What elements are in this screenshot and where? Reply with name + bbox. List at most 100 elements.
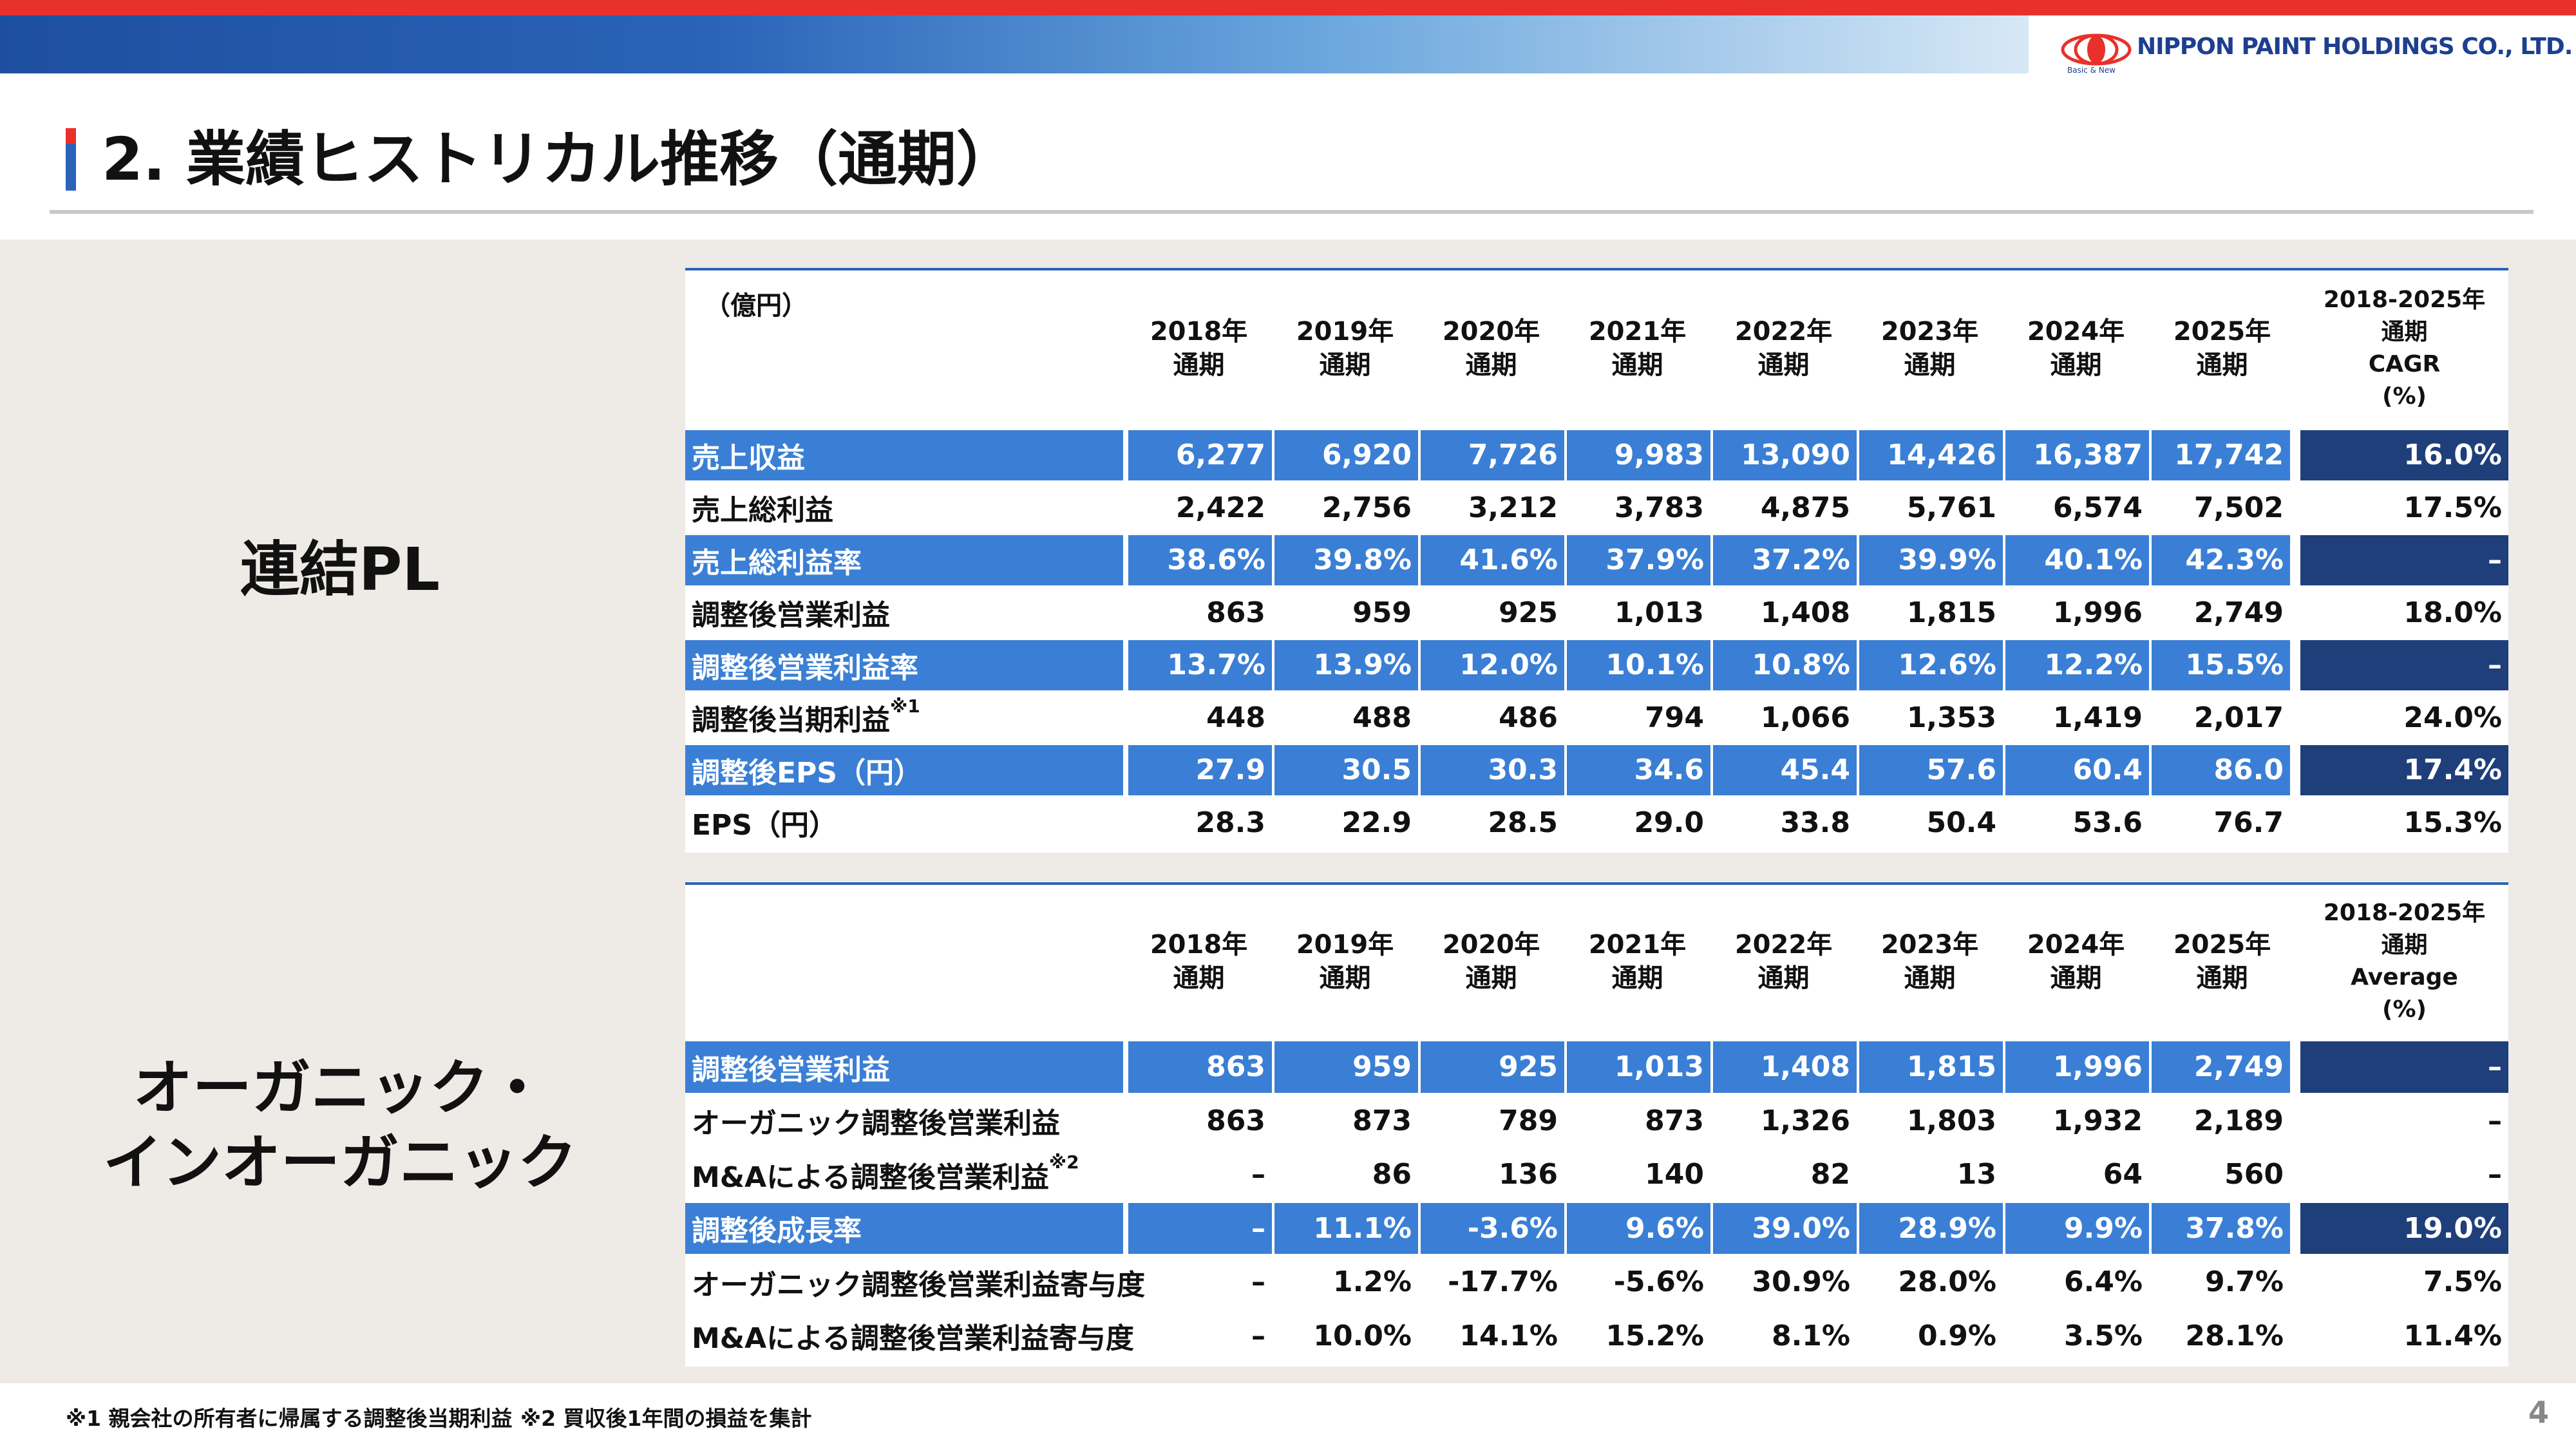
column-header-line: 通期: [2381, 931, 2428, 958]
table-cell: 16,387: [2005, 430, 2149, 480]
table-cell: 486: [1499, 701, 1558, 734]
table-cell: 15.3%: [2403, 806, 2502, 839]
table-cell: –: [2488, 1158, 2502, 1191]
row-label: 売上総利益: [685, 483, 1123, 533]
table-cell: 1,996: [2052, 596, 2143, 629]
table-cell: 560: [2224, 1158, 2284, 1191]
table-cell: 28.9%: [1859, 1202, 2003, 1254]
table-cell: 12.2%: [2005, 640, 2149, 690]
table-cell: 9.9%: [2005, 1202, 2149, 1254]
table-cell: –: [2300, 535, 2508, 585]
row-label: 調整後営業利益率: [685, 640, 1123, 690]
row-label-text: 調整後EPS（円）: [692, 756, 922, 790]
footnote: ※2 買収後1年間の損益を集計: [520, 1406, 812, 1431]
table-cell: 60.4: [2005, 745, 2149, 795]
table-cell: 37.2%: [1713, 535, 1857, 585]
title-rule: [50, 210, 2533, 214]
table-cell: 53.6: [2072, 806, 2143, 839]
table-cell: 14,426: [1859, 430, 2003, 480]
row-label-text: M&Aによる調整後営業利益: [692, 1160, 1049, 1194]
top-blue-band: [0, 15, 2029, 73]
table-cell: –: [1251, 1265, 1265, 1299]
table-cell: 959: [1352, 596, 1412, 629]
table-cell: 925: [1499, 596, 1558, 629]
row-label-text: 調整後成長率: [692, 1215, 862, 1248]
logo: NIPPON PAINT HOLDINGS CO., LTD. Basic & …: [2061, 33, 2573, 79]
table-cell: 19.0%: [2300, 1202, 2508, 1254]
table-cell: 17.5%: [2403, 491, 2502, 524]
table-cell: 10.8%: [1713, 640, 1857, 690]
column-header-line: 2025年: [2173, 929, 2271, 960]
table-cell: 6.4%: [2063, 1265, 2143, 1299]
row-label-note: ※2: [1048, 1151, 1079, 1173]
column-header-line: 2025年: [2173, 317, 2271, 346]
column-header-line: 2022年: [1734, 929, 1833, 960]
column-header-line: 通期: [2050, 350, 2102, 380]
column-header-line: 通期: [1904, 963, 1956, 993]
table-cell: 13: [1956, 1158, 1996, 1191]
row-label-text: 調整後営業利益: [692, 1053, 890, 1086]
table-cell: 10.1%: [1567, 640, 1710, 690]
column-header-line: 2024年: [2027, 317, 2125, 346]
logo-text: NIPPON PAINT HOLDINGS CO., LTD.: [2137, 33, 2573, 60]
column-header-line: 2020年: [1442, 929, 1540, 960]
table-cell: 1,419: [2052, 701, 2143, 734]
table-cell: 1,803: [1906, 1104, 1996, 1137]
column-header-line: 通期: [2381, 319, 2428, 345]
header-rule: [685, 268, 2508, 270]
table-cell: 7,502: [2193, 491, 2284, 524]
table-cell: 16.0%: [2300, 430, 2508, 480]
table-cell: 38.6%: [1128, 535, 1272, 585]
row-label-text: 調整後営業利益: [692, 599, 890, 632]
row-label-text: 調整後当期利益: [692, 704, 890, 737]
table-cell: 448: [1206, 701, 1265, 734]
row-label: M&Aによる調整後営業利益寄与度: [685, 1311, 1134, 1362]
table-cell: 1,815: [1906, 596, 1996, 629]
row-label: M&Aによる調整後営業利益 ※2: [685, 1149, 1123, 1200]
table-cell: 30.3: [1421, 745, 1564, 795]
table-cell: 13.7%: [1128, 640, 1272, 690]
table-cell: 37.8%: [2152, 1202, 2290, 1254]
column-header: 2025年 通期: [2149, 889, 2295, 1034]
row-label: 売上総利益率: [685, 535, 1123, 585]
table-cell: 15.5%: [2152, 640, 2290, 690]
column-header-line: 2023年: [1880, 929, 1979, 960]
column-header: 2021年 通期: [1564, 274, 1710, 422]
table-cell: 863: [1206, 1104, 1265, 1137]
table-cell: 13.9%: [1274, 640, 1418, 690]
column-header: 2023年 通期: [1857, 274, 2003, 422]
row-label-note: ※1: [890, 695, 920, 717]
table-cell: 1,408: [1713, 1041, 1857, 1093]
table-cell: 1,013: [1567, 1041, 1710, 1093]
page-number: 4: [2528, 1395, 2550, 1430]
table-cell: 86: [1372, 1158, 1412, 1191]
table-cell: 9.6%: [1567, 1202, 1710, 1254]
column-header-line: 2022年: [1734, 317, 1833, 346]
table-cell: 9.7%: [2204, 1265, 2284, 1299]
table-cell: 873: [1352, 1104, 1412, 1137]
table-cell: 488: [1352, 701, 1412, 734]
table-cell: 2,749: [2152, 1041, 2290, 1093]
column-header-line: 通期: [2050, 963, 2102, 993]
row-label: オーガニック調整後営業利益: [685, 1095, 1123, 1147]
table-cell: 42.3%: [2152, 535, 2290, 585]
column-header-line: 2021年: [1588, 317, 1687, 346]
section-label: インオーガニック: [102, 1128, 577, 1197]
title-marker-top: [66, 128, 76, 144]
column-header: 2025年 通期: [2149, 274, 2295, 422]
row-label-text: M&Aによる調整後営業利益寄与度: [692, 1322, 1134, 1356]
table-cell: 34.6: [1567, 745, 1710, 795]
column-header-line: 2018年: [1150, 929, 1248, 960]
column-header: 2020年 通期: [1418, 889, 1564, 1034]
column-header: 2024年通期: [2003, 274, 2149, 422]
column-header-line: 通期: [1757, 350, 1810, 380]
table-cell: –: [2488, 1104, 2502, 1137]
section-label: 連結PL: [240, 535, 440, 604]
table-cell: –: [1251, 1158, 1265, 1191]
table-cell: 1,066: [1760, 701, 1850, 734]
table-cell: 28.0%: [1898, 1265, 1996, 1299]
column-header-line: 通期: [1173, 350, 1225, 380]
table-cell: 1,353: [1906, 701, 1996, 734]
column-header: 2020年 通期: [1418, 274, 1564, 422]
